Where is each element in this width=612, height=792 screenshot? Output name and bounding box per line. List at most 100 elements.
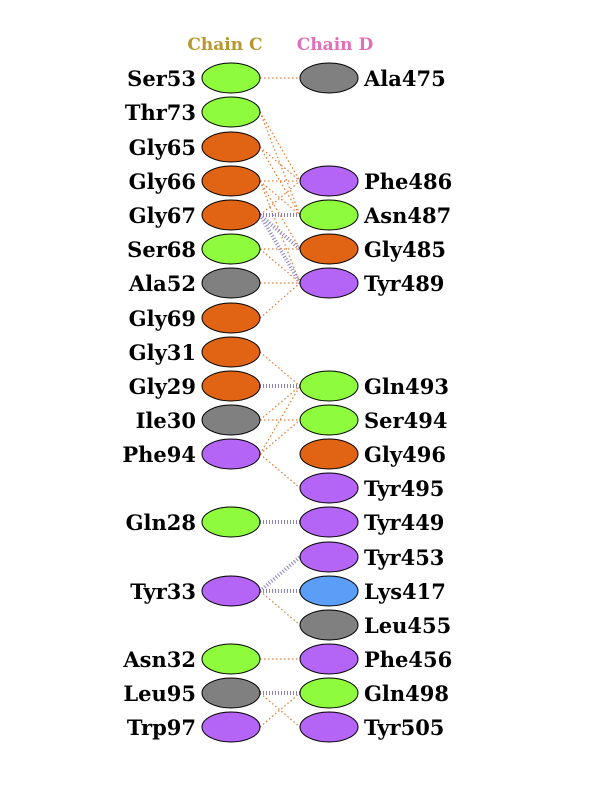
residue-ser53: Ser53 xyxy=(127,62,261,94)
residue-asn487: Asn487 xyxy=(299,199,451,231)
interaction-line-gly67-gly485 xyxy=(258,213,302,251)
residue-node-gln498 xyxy=(299,677,359,709)
residue-label-leu455: Leu455 xyxy=(364,613,451,638)
residue-label-gly485: Gly485 xyxy=(364,237,446,262)
interaction-line-leu95-tyr505 xyxy=(259,692,301,728)
residue-gly69: Gly69 xyxy=(129,302,261,334)
residue-label-gly66: Gly66 xyxy=(129,169,196,194)
residue-label-gly65: Gly65 xyxy=(129,135,196,160)
residue-node-ser68 xyxy=(201,233,261,265)
interaction-links xyxy=(258,77,302,728)
residue-node-tyr33 xyxy=(201,575,261,607)
chain-d-header: Chain D xyxy=(297,35,374,55)
residue-label-tyr453: Tyr453 xyxy=(364,545,444,570)
interaction-line-ile30-gln493 xyxy=(259,385,301,421)
residue-nodes: Ser53 Thr73 Gly65 Gly66 Gly67 Ser68 Ala52 Gly69… xyxy=(122,62,452,743)
residue-node-lys417 xyxy=(299,575,359,607)
residue-lys417: Lys417 xyxy=(299,575,446,607)
residue-tyr449: Tyr449 xyxy=(299,506,444,538)
residue-label-gly31: Gly31 xyxy=(129,340,196,365)
residue-trp97: Trp97 xyxy=(127,711,261,743)
residue-node-asn32 xyxy=(201,643,261,675)
residue-ile30: Ile30 xyxy=(136,404,261,436)
residue-label-asn32: Asn32 xyxy=(122,647,196,672)
residue-label-phe94: Phe94 xyxy=(122,442,196,467)
residue-label-gly29: Gly29 xyxy=(129,374,196,399)
residue-node-ile30 xyxy=(201,404,261,436)
residue-label-ser53: Ser53 xyxy=(127,66,196,91)
residue-asn32: Asn32 xyxy=(122,643,261,675)
residue-node-leu95 xyxy=(201,677,261,709)
residue-node-gly66 xyxy=(201,165,261,197)
interaction-line-gly65-phe486 xyxy=(259,146,301,182)
residue-ser68: Ser68 xyxy=(127,233,261,265)
residue-node-ser53 xyxy=(201,62,261,94)
residue-label-gln498: Gln498 xyxy=(364,681,449,706)
residue-leu95: Leu95 xyxy=(123,677,261,709)
interaction-line-gly65-asn487 xyxy=(259,146,301,216)
residue-gly31: Gly31 xyxy=(129,336,261,368)
interaction-line-ser68-tyr489 xyxy=(259,248,301,284)
interaction-line-gly66-asn487 xyxy=(259,180,301,216)
residue-gly66: Gly66 xyxy=(129,165,261,197)
residue-label-ser494: Ser494 xyxy=(364,408,447,433)
residue-label-gly69: Gly69 xyxy=(129,306,196,331)
interaction-line-gly31-gln493 xyxy=(259,351,301,387)
residue-tyr505: Tyr505 xyxy=(299,711,444,743)
residue-label-leu95: Leu95 xyxy=(123,681,196,706)
residue-label-tyr489: Tyr489 xyxy=(364,271,444,296)
residue-gly29: Gly29 xyxy=(129,370,261,402)
residue-node-gly67 xyxy=(201,199,261,231)
residue-label-gln493: Gln493 xyxy=(364,374,449,399)
residue-tyr453: Tyr453 xyxy=(299,541,444,573)
residue-label-trp97: Trp97 xyxy=(127,715,196,740)
residue-node-gly496 xyxy=(299,438,359,470)
residue-tyr489: Tyr489 xyxy=(299,267,444,299)
residue-node-tyr495 xyxy=(299,472,359,504)
residue-thr73: Thr73 xyxy=(125,96,261,128)
interaction-line-gly67-phe486 xyxy=(259,180,301,216)
interaction-line-gly66-gly485 xyxy=(259,180,301,250)
residue-leu455: Leu455 xyxy=(299,609,451,641)
residue-node-phe486 xyxy=(299,165,359,197)
residue-label-tyr505: Tyr505 xyxy=(364,715,444,740)
residue-label-phe486: Phe486 xyxy=(364,169,452,194)
residue-node-gly485 xyxy=(299,233,359,265)
residue-node-gly31 xyxy=(201,336,261,368)
residue-phe486: Phe486 xyxy=(299,165,452,197)
residue-node-gly65 xyxy=(201,131,261,163)
residue-node-ala52 xyxy=(201,267,261,299)
residue-label-tyr33: Tyr33 xyxy=(130,579,196,604)
residue-tyr33: Tyr33 xyxy=(130,575,261,607)
residue-node-trp97 xyxy=(201,711,261,743)
residue-label-tyr449: Tyr449 xyxy=(364,510,444,535)
residue-node-tyr449 xyxy=(299,506,359,538)
residue-label-asn487: Asn487 xyxy=(363,203,451,228)
residue-label-gly496: Gly496 xyxy=(364,442,446,467)
residue-gln498: Gln498 xyxy=(299,677,449,709)
interaction-line-phe94-tyr495 xyxy=(259,453,301,489)
residue-node-gly69 xyxy=(201,302,261,334)
interaction-line-tyr33-tyr453 xyxy=(258,555,302,593)
residue-label-ser68: Ser68 xyxy=(127,237,196,262)
residue-label-ala52: Ala52 xyxy=(128,271,196,296)
residue-node-ala475 xyxy=(299,62,359,94)
residue-phe94: Phe94 xyxy=(122,438,261,470)
residue-node-tyr453 xyxy=(299,541,359,573)
interaction-line-gly69-tyr489 xyxy=(259,282,301,319)
interaction-line-phe94-gln493 xyxy=(259,385,301,455)
residue-gly67: Gly67 xyxy=(129,199,261,231)
residue-gln28: Gln28 xyxy=(126,506,261,538)
residue-ala475: Ala475 xyxy=(299,62,446,94)
interaction-line-gly66-tyr489 xyxy=(259,180,301,284)
residue-label-thr73: Thr73 xyxy=(125,100,196,125)
residue-phe456: Phe456 xyxy=(299,643,452,675)
residue-node-tyr505 xyxy=(299,711,359,743)
residue-node-ser494 xyxy=(299,404,359,436)
residue-label-phe456: Phe456 xyxy=(364,647,452,672)
residue-node-gln493 xyxy=(299,370,359,402)
residue-gly485: Gly485 xyxy=(299,233,446,265)
residue-gln493: Gln493 xyxy=(299,370,449,402)
residue-label-tyr495: Tyr495 xyxy=(364,476,444,501)
